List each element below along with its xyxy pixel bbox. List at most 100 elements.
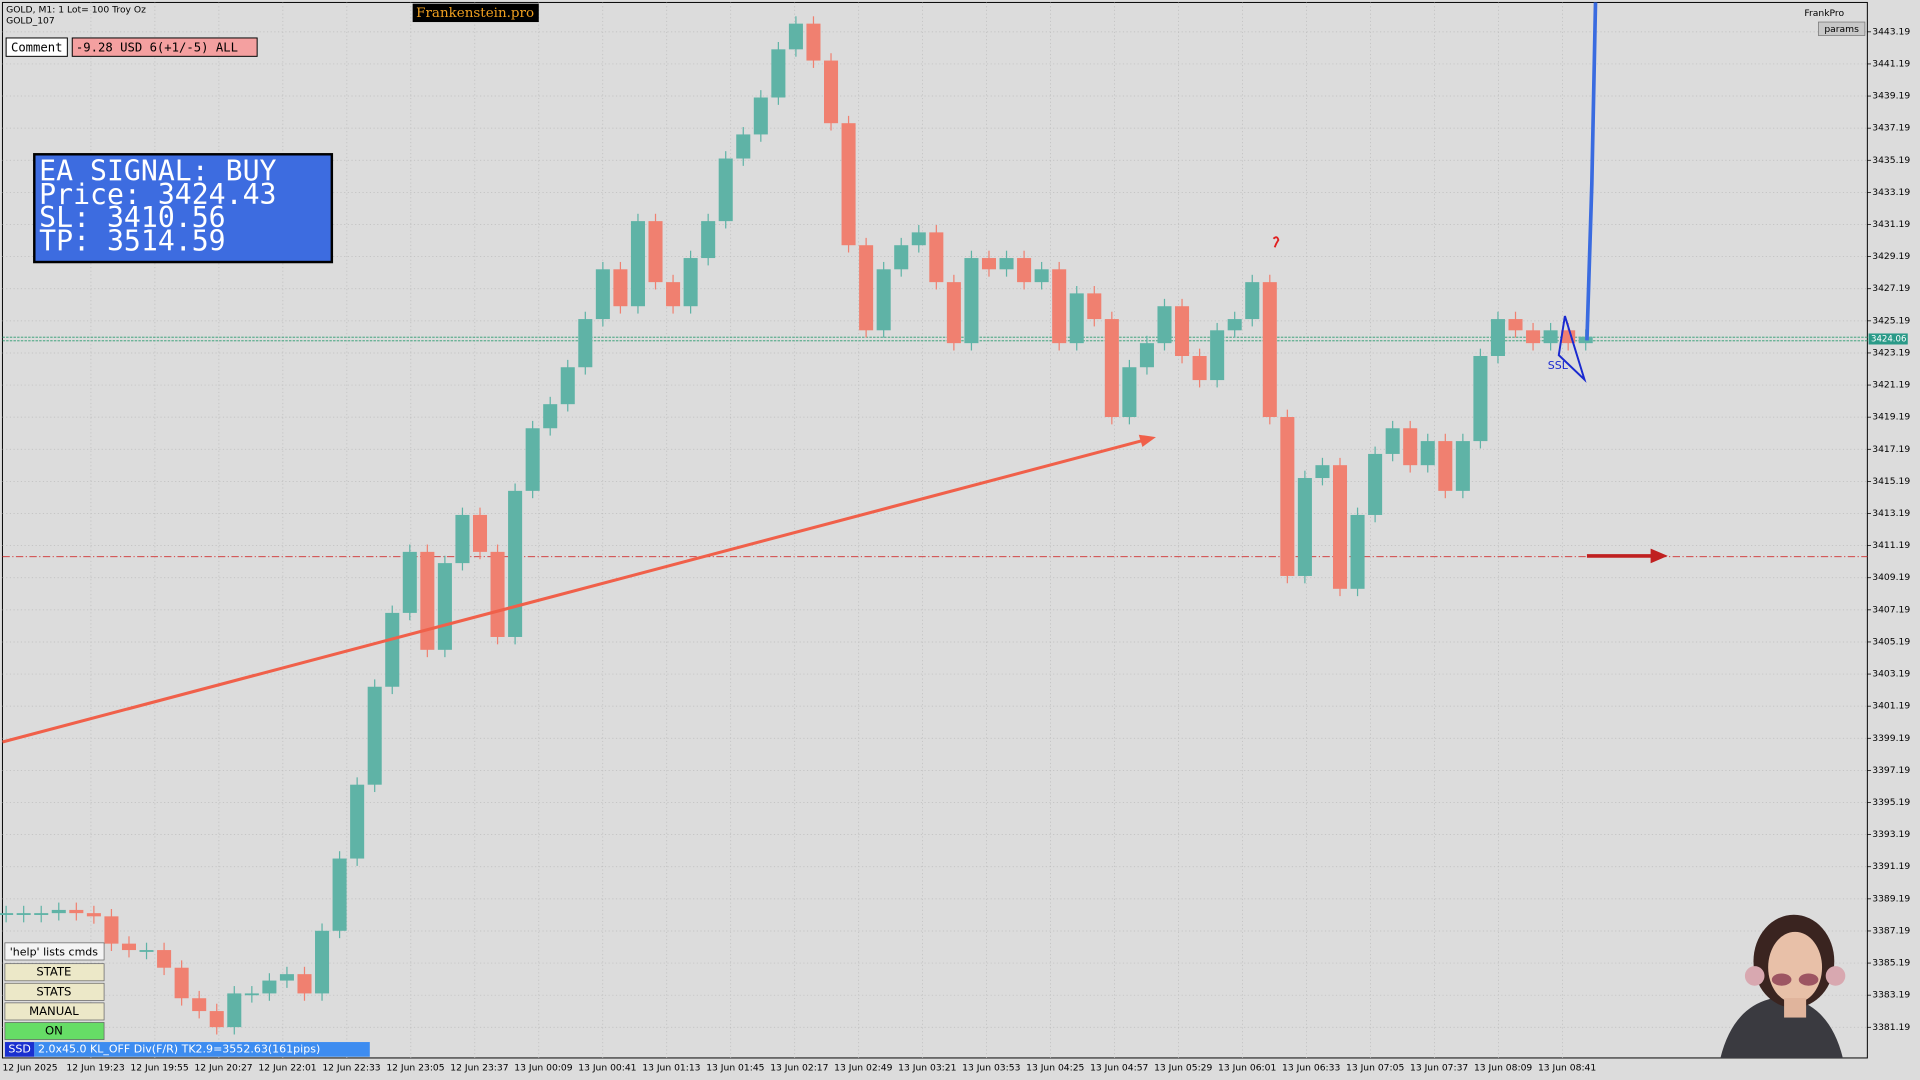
y-tick-label: 3421.19 — [1872, 380, 1910, 391]
bar-body — [1490, 319, 1505, 356]
bar-body — [0, 913, 14, 915]
price-tag — [1868, 333, 1908, 345]
bar-body — [1034, 269, 1049, 283]
bar-body — [121, 943, 136, 951]
y-tick-label: 3429.19 — [1872, 251, 1910, 262]
y-tick-label: 3439.19 — [1872, 91, 1910, 102]
bar-body — [736, 134, 751, 159]
x-tick-label: 13 Jun 07:05 — [1346, 1062, 1404, 1073]
bar-body — [1420, 441, 1435, 466]
x-tick-label: 13 Jun 00:41 — [578, 1062, 636, 1073]
y-tick-label: 3385.19 — [1872, 958, 1910, 969]
trend-arrow — [2, 436, 1152, 744]
bar-body — [981, 258, 996, 270]
bar-body — [1332, 465, 1348, 589]
bar-body — [69, 909, 84, 914]
account-label: GOLD_107 — [6, 15, 55, 26]
annotation: SSL — [1548, 359, 1569, 372]
y-tick-label: 3411.19 — [1872, 540, 1910, 551]
bar-body — [279, 974, 294, 981]
y-tick-label: 3395.19 — [1872, 797, 1910, 808]
button-label[interactable]: STATS — [36, 984, 71, 998]
y-tick-label: 3427.19 — [1872, 283, 1910, 294]
help-text: 'help' lists cmds — [10, 946, 99, 959]
bar-body — [157, 950, 172, 968]
x-tick-label: 13 Jun 02:17 — [770, 1062, 828, 1073]
bar-body — [1139, 343, 1154, 368]
bar-body — [1508, 319, 1523, 331]
price-tag-label: 3424.06 — [1871, 334, 1906, 344]
y-tick-label: 3383.19 — [1872, 990, 1910, 1001]
bar-body — [1210, 330, 1225, 381]
status-tag-box — [4, 1042, 35, 1057]
bar-body — [244, 993, 259, 996]
bar-body — [1227, 319, 1242, 331]
bar-body — [227, 993, 242, 1028]
bar-body — [1438, 441, 1453, 491]
params-label[interactable]: params — [1824, 24, 1859, 35]
y-tick-label: 3393.19 — [1872, 829, 1910, 840]
bar-body — [209, 1011, 224, 1028]
comment-label: Comment — [11, 40, 63, 54]
bar-body — [578, 319, 593, 368]
bar-body — [1122, 367, 1137, 418]
params-button[interactable] — [1818, 21, 1866, 36]
y-tick-label: 3437.19 — [1872, 123, 1910, 134]
x-tick-label: 12 Jun 2025 — [2, 1062, 57, 1073]
x-tick-label: 13 Jun 01:13 — [642, 1062, 700, 1073]
projection-line — [1585, 2, 1598, 341]
on-button[interactable] — [4, 1022, 105, 1040]
signal-line: EA SIGNAL: BUY — [39, 155, 276, 188]
bar-body — [613, 269, 628, 307]
bar-body — [543, 404, 558, 429]
bar-body — [946, 282, 961, 344]
bar-body — [104, 916, 119, 944]
bar-body — [86, 913, 101, 917]
help-box — [4, 942, 105, 961]
x-tick-label: 13 Jun 00:09 — [514, 1062, 572, 1073]
x-tick-label: 13 Jun 02:49 — [834, 1062, 892, 1073]
bar-body — [806, 23, 821, 61]
bar-body — [332, 858, 347, 931]
bar-body — [525, 428, 540, 491]
bar-body — [420, 551, 435, 650]
signal-line: SL: 3410.56 — [39, 201, 225, 234]
bar-body — [666, 282, 681, 307]
brand: Frankenstein.pro — [416, 6, 534, 21]
y-tick-label: 3413.19 — [1872, 508, 1910, 519]
button-label[interactable]: MANUAL — [29, 1004, 79, 1018]
bar-body — [718, 158, 733, 222]
bar-body — [1157, 306, 1172, 344]
bar-body — [859, 245, 874, 331]
button-label[interactable]: ON — [45, 1024, 63, 1038]
price-bars — [0, 16, 1593, 1035]
y-tick-label: 3425.19 — [1872, 315, 1910, 326]
y-tick-label: 3391.19 — [1872, 861, 1910, 872]
ssl-triangle — [1557, 315, 1587, 383]
x-tick-label: 12 Jun 23:37 — [450, 1062, 508, 1073]
bar-body — [139, 950, 154, 952]
status-tag: SSD — [8, 1042, 30, 1055]
bar-body — [174, 967, 189, 999]
bar-body — [367, 686, 382, 785]
button-label[interactable]: STATE — [36, 965, 71, 979]
bar-body — [437, 563, 452, 650]
bar-body — [771, 49, 786, 98]
bar-body — [350, 784, 365, 859]
bar-body — [964, 258, 979, 344]
stats-button[interactable] — [4, 982, 105, 1001]
bar-body — [1262, 282, 1277, 418]
bar-body — [297, 974, 312, 994]
bar-body — [1175, 306, 1190, 356]
bar-body — [999, 258, 1014, 270]
bar-body — [385, 612, 400, 687]
bar-body — [1297, 478, 1312, 576]
status-box — [34, 1042, 370, 1057]
y-tick-label: 3419.19 — [1872, 412, 1910, 423]
state-button[interactable] — [4, 963, 105, 982]
manual-button[interactable] — [4, 1002, 105, 1021]
bar-body — [1052, 269, 1067, 344]
x-tick-label: 13 Jun 03:21 — [898, 1062, 956, 1073]
y-tick-label: 3431.19 — [1872, 219, 1910, 230]
y-tick-label: 3443.19 — [1872, 26, 1910, 37]
